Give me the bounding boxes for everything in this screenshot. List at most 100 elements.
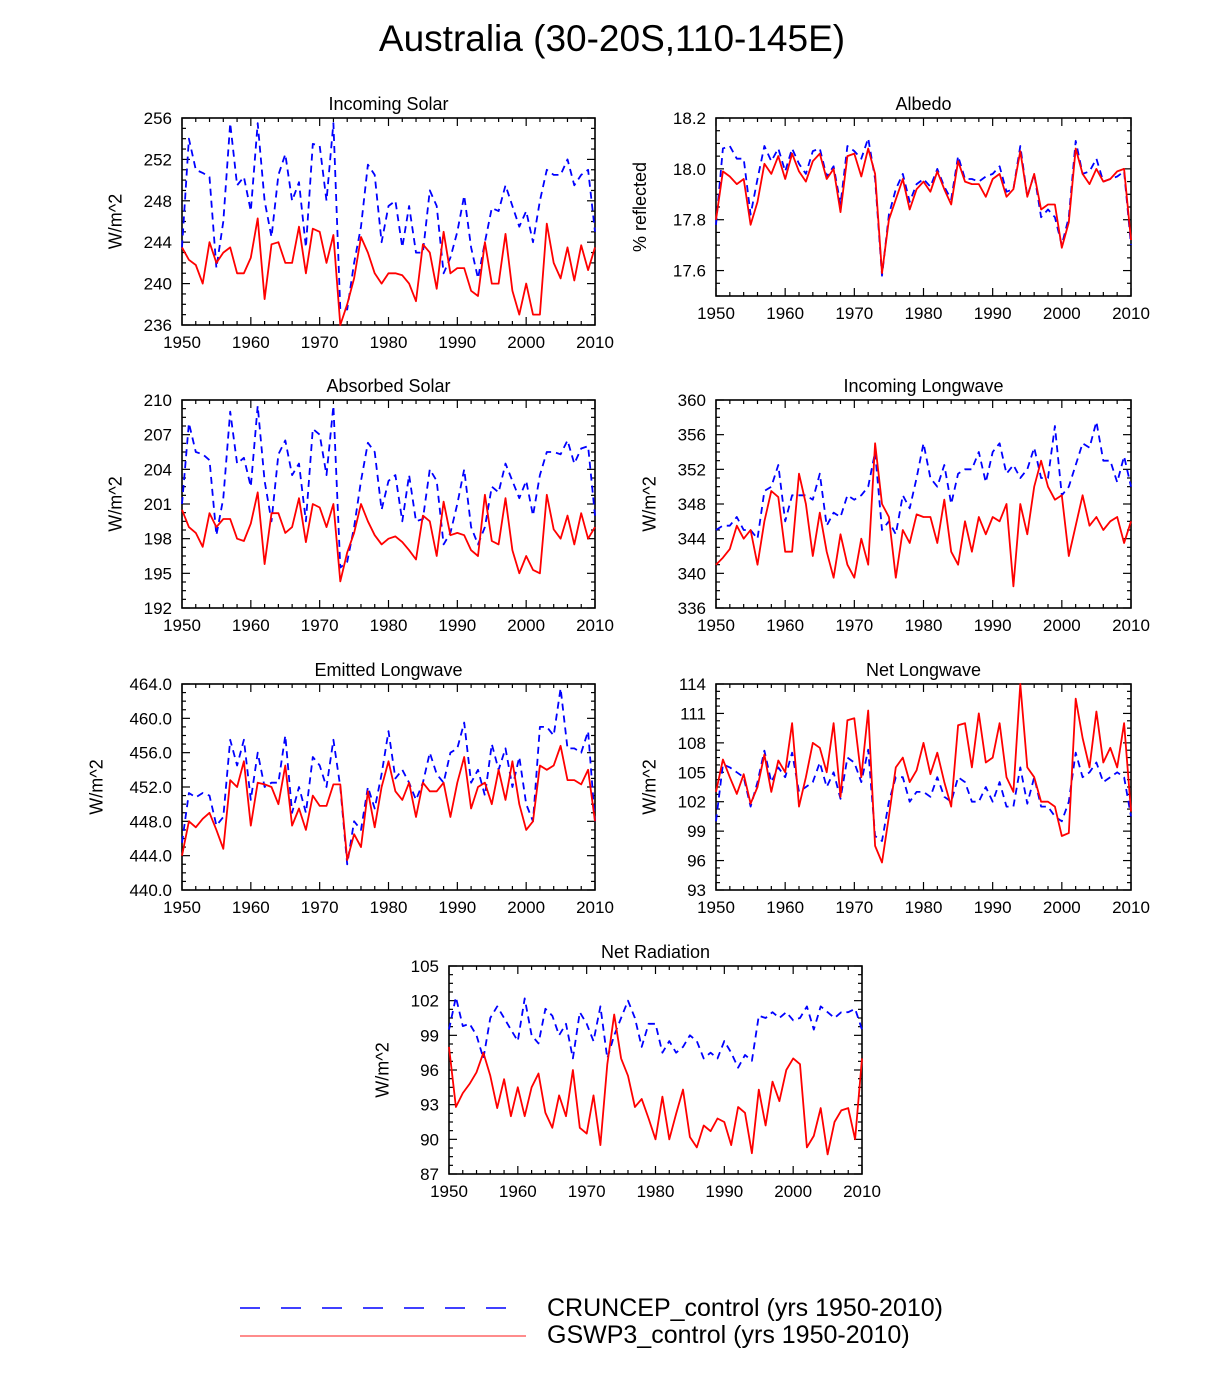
y-tick-label: 440.0 <box>129 881 172 900</box>
y-axis-label: W/m^2 <box>373 1042 393 1097</box>
x-tick-label: 1950 <box>697 898 735 917</box>
series-line-cruncep <box>715 420 1132 540</box>
x-tick-label: 2000 <box>1043 304 1081 323</box>
legend-label-gswp: GSWP3_control (yrs 1950-2010) <box>547 1321 910 1349</box>
panel-title: Incoming Solar <box>328 94 448 114</box>
legend-swatch-crun <box>240 1307 526 1309</box>
plot-frame <box>715 117 1132 297</box>
y-tick-label: 210 <box>144 391 172 410</box>
y-tick-label: 111 <box>680 704 706 723</box>
plot-frame <box>181 117 596 326</box>
x-tick-label: 2010 <box>1112 898 1150 917</box>
x-tick-label: 1980 <box>905 616 943 635</box>
series-line-cruncep <box>181 687 596 866</box>
y-tick-label: 444.0 <box>129 847 172 866</box>
x-tick-label: 2010 <box>576 898 614 917</box>
x-tick-label: 1950 <box>163 616 201 635</box>
x-tick-label: 1990 <box>974 304 1012 323</box>
y-tick-label: 108 <box>678 734 706 753</box>
x-tick-label: 1970 <box>835 898 873 917</box>
y-tick-label: 201 <box>144 495 172 514</box>
x-tick-label: 2010 <box>1112 616 1150 635</box>
y-tick-label: 96 <box>687 852 706 871</box>
x-tick-label: 1970 <box>301 333 339 352</box>
panel-title: Absorbed Solar <box>326 376 450 396</box>
panel-7: Net Radiation 1950 1960 1970 1980 1990 2000 201… <box>373 942 881 1201</box>
y-tick-label: 348 <box>678 495 706 514</box>
y-tick-label: 102 <box>678 793 706 812</box>
x-tick-label: 1990 <box>974 616 1012 635</box>
panel-1: Incoming Solar 1950 1960 1970 1980 1990 2000 20… <box>106 94 614 352</box>
panel-title: Emitted Longwave <box>314 660 462 680</box>
x-tick-label: 1970 <box>835 616 873 635</box>
y-tick-label: 99 <box>420 1026 439 1045</box>
x-tick-label: 1960 <box>232 333 270 352</box>
plot-frame <box>181 399 596 609</box>
y-tick-label: 93 <box>687 881 706 900</box>
panel-title: Incoming Longwave <box>843 376 1003 396</box>
series-line-gswp3 <box>181 491 596 583</box>
x-tick-label: 1950 <box>163 898 201 917</box>
series-line-gswp3 <box>181 217 596 326</box>
x-tick-label: 2000 <box>507 616 545 635</box>
y-tick-label: 105 <box>411 957 439 976</box>
x-tick-label: 1950 <box>697 304 735 323</box>
x-tick-label: 1990 <box>438 616 476 635</box>
x-tick-label: 1980 <box>370 898 408 917</box>
x-tick-label: 1990 <box>705 1182 743 1201</box>
y-tick-label: 456.0 <box>129 744 172 763</box>
y-axis-label: % reflected <box>630 162 650 252</box>
x-tick-label: 1960 <box>766 304 804 323</box>
y-tick-label: 460.0 <box>129 709 172 728</box>
y-axis-label: W/m^2 <box>106 476 126 531</box>
y-tick-label: 340 <box>678 564 706 583</box>
y-tick-label: 352 <box>678 460 706 479</box>
x-tick-label: 1990 <box>438 898 476 917</box>
x-tick-label: 1980 <box>370 333 408 352</box>
x-tick-label: 2010 <box>576 333 614 352</box>
x-tick-label: 1960 <box>232 616 270 635</box>
series-line-gswp3 <box>181 744 596 861</box>
x-tick-label: 1970 <box>568 1182 606 1201</box>
x-tick-label: 2010 <box>843 1182 881 1201</box>
y-tick-label: 105 <box>678 763 706 782</box>
x-tick-label: 1950 <box>697 616 735 635</box>
y-tick-label: 17.6 <box>673 262 706 281</box>
x-tick-label: 1990 <box>974 898 1012 917</box>
series-line-cruncep <box>181 122 596 311</box>
y-tick-label: 240 <box>144 275 172 294</box>
y-tick-label: 344 <box>678 530 706 549</box>
y-tick-label: 195 <box>144 564 172 583</box>
y-tick-label: 336 <box>678 599 706 618</box>
y-tick-label: 87 <box>420 1165 439 1184</box>
series-line-gswp3 <box>715 147 1132 275</box>
y-tick-label: 90 <box>420 1130 439 1149</box>
panel-4: Incoming Longwave 1950 1960 1970 1980 1990 200… <box>640 376 1150 635</box>
y-tick-label: 236 <box>144 316 172 335</box>
panel-3: Absorbed Solar 1950 1960 1970 1980 1990 2000 20… <box>106 376 614 635</box>
panel-title: Albedo <box>895 94 951 114</box>
x-tick-label: 1960 <box>499 1182 537 1201</box>
panel-5: Emitted Longwave 1950 1960 1970 1980 1990 2000… <box>87 660 614 917</box>
x-tick-label: 2010 <box>576 616 614 635</box>
legend-label-crun: CRUNCEP_control (yrs 1950-2010) <box>547 1294 943 1322</box>
y-tick-label: 356 <box>678 426 706 445</box>
x-tick-label: 1970 <box>835 304 873 323</box>
y-tick-label: 452.0 <box>129 778 172 797</box>
x-tick-label: 1990 <box>438 333 476 352</box>
y-tick-label: 17.8 <box>673 211 706 230</box>
x-tick-label: 1970 <box>301 898 339 917</box>
y-axis-label: W/m^2 <box>87 759 107 814</box>
y-tick-label: 93 <box>420 1096 439 1115</box>
panel-title: Net Radiation <box>601 942 710 962</box>
x-tick-label: 2000 <box>507 898 545 917</box>
x-tick-label: 2010 <box>1112 304 1150 323</box>
panel-6: Net Longwave 1950 1960 1970 1980 1990 2000 2010… <box>640 660 1150 917</box>
y-tick-label: 192 <box>144 599 172 618</box>
x-tick-label: 2000 <box>507 333 545 352</box>
y-tick-label: 360 <box>678 391 706 410</box>
legend-swatch-gswp <box>240 1335 526 1337</box>
y-tick-label: 207 <box>144 426 172 445</box>
x-tick-label: 1960 <box>766 898 804 917</box>
